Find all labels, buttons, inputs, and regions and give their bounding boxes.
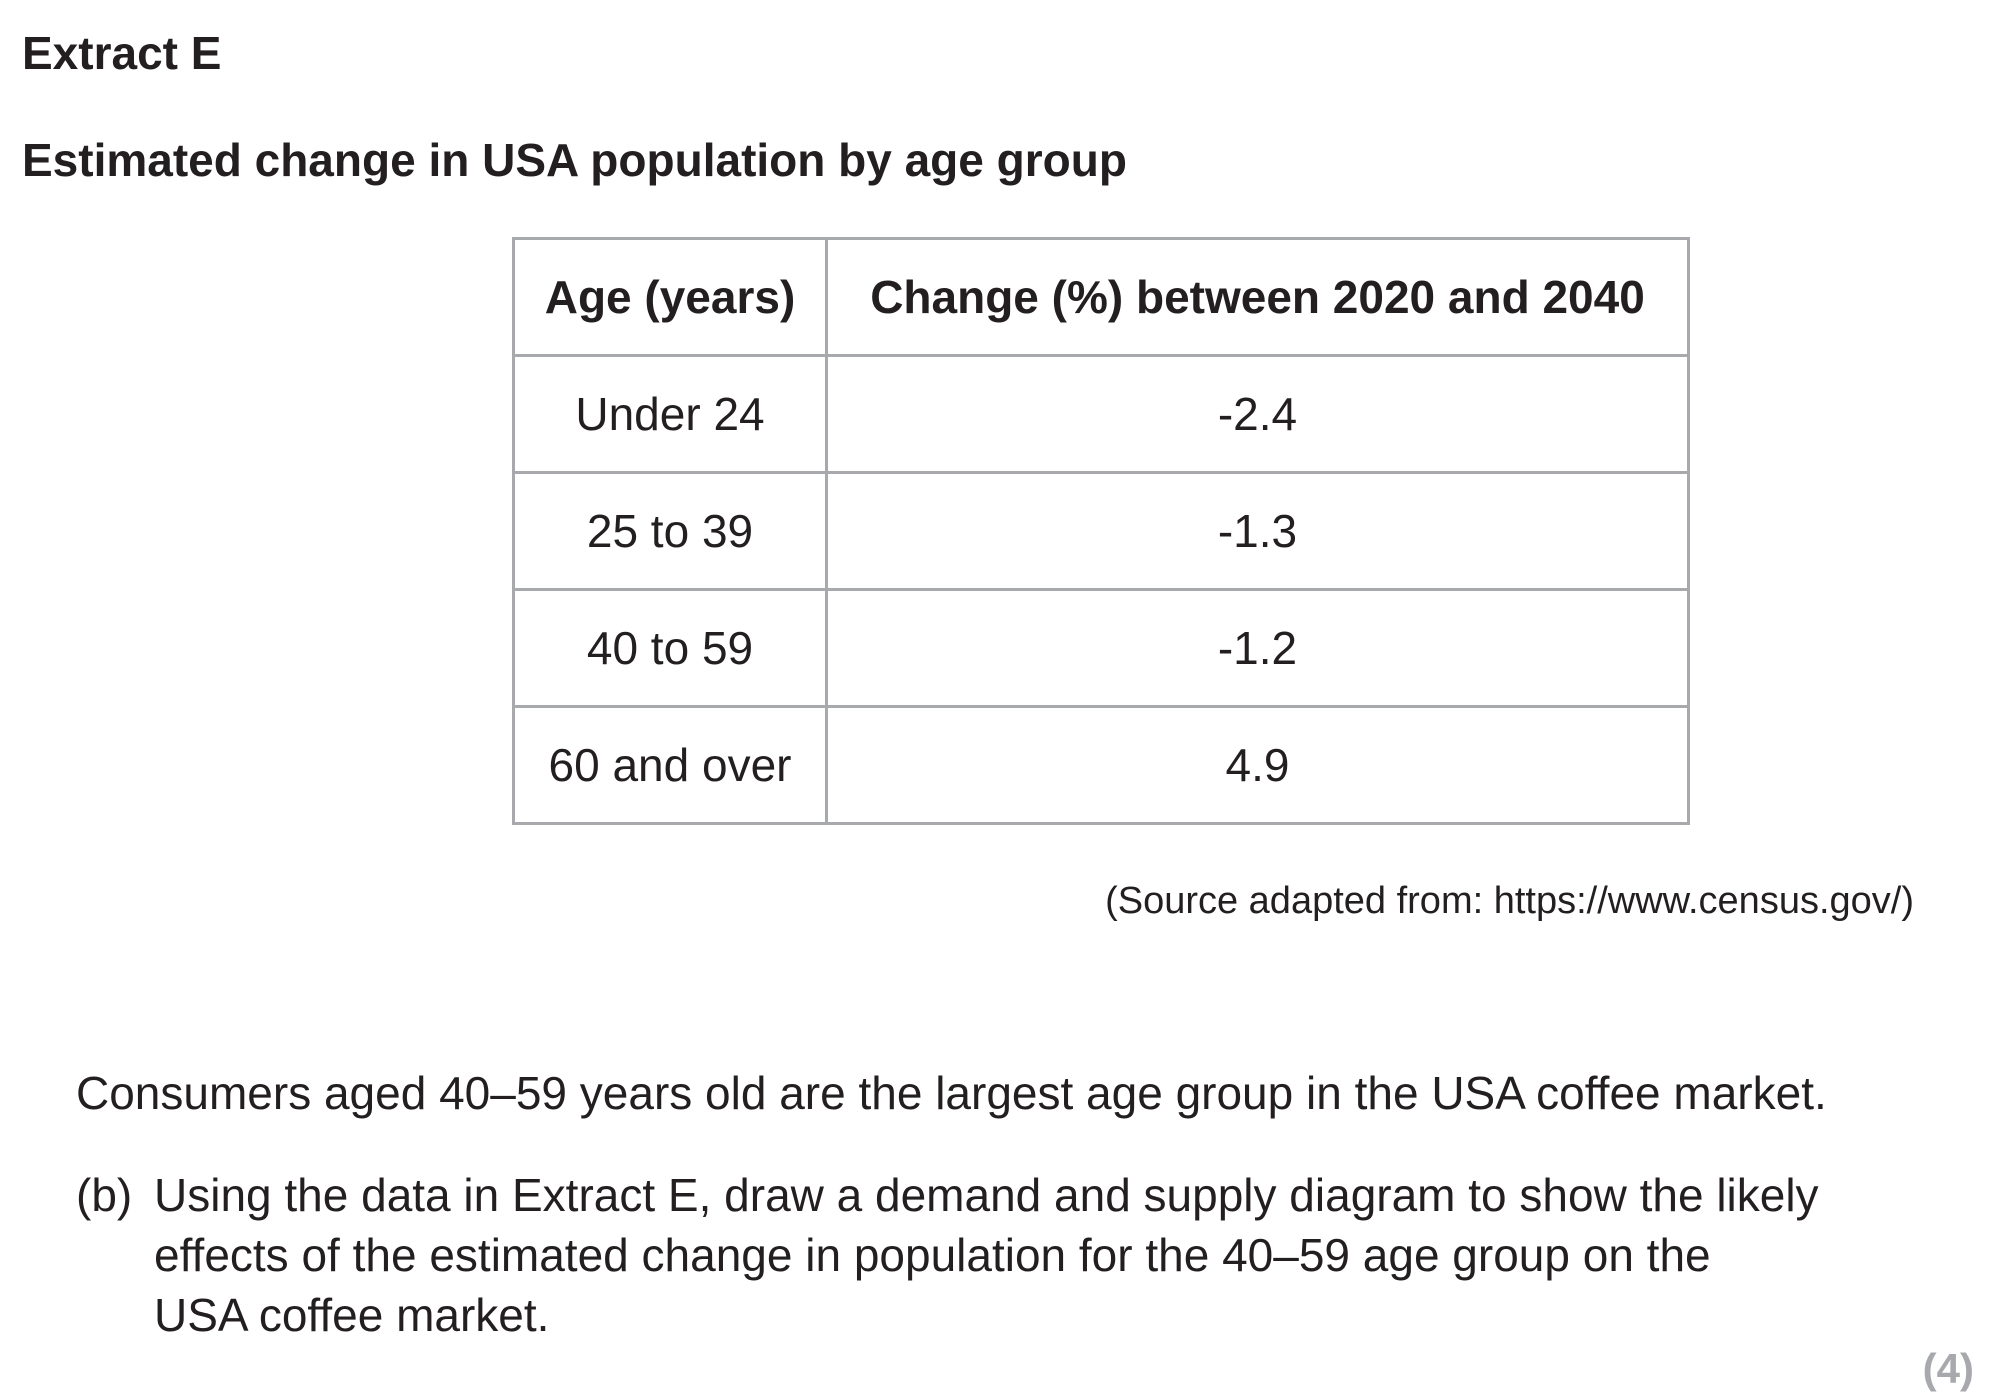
age-cell: 40 to 59	[512, 588, 828, 708]
table-header-row: Age (years) Change (%) between 2020 and …	[512, 237, 1690, 357]
extract-title: Estimated change in USA population by ag…	[22, 134, 1127, 186]
change-cell: -2.4	[825, 354, 1690, 474]
table-row: 25 to 39 -1.3	[512, 471, 1690, 591]
marks-label: (4)	[1922, 1345, 1974, 1392]
age-cell: Under 24	[512, 354, 828, 474]
age-cell: 60 and over	[512, 705, 828, 825]
table-row: 60 and over 4.9	[512, 705, 1690, 825]
question-line: Using the data in Extract E, draw a dema…	[154, 1169, 1819, 1221]
population-change-table: Age (years) Change (%) between 2020 and …	[512, 237, 1690, 825]
context-statement: Consumers aged 40–59 years old are the l…	[76, 1067, 1827, 1119]
extract-label: Extract E	[22, 27, 222, 79]
table-row: Under 24 -2.4	[512, 354, 1690, 474]
question-text: Using the data in Extract E, draw a dema…	[154, 1165, 1954, 1345]
age-cell: 25 to 39	[512, 471, 828, 591]
change-cell: -1.3	[825, 471, 1690, 591]
question-line: effects of the estimated change in popul…	[154, 1229, 1711, 1281]
change-cell: 4.9	[825, 705, 1690, 825]
question-line: USA coffee market.	[154, 1289, 550, 1341]
header-change: Change (%) between 2020 and 2040	[825, 237, 1690, 357]
table-row: 40 to 59 -1.2	[512, 588, 1690, 708]
source-citation: (Source adapted from: https://www.census…	[1105, 880, 1914, 922]
change-cell: -1.2	[825, 588, 1690, 708]
question-label: (b)	[76, 1169, 133, 1221]
header-age: Age (years)	[512, 237, 828, 357]
